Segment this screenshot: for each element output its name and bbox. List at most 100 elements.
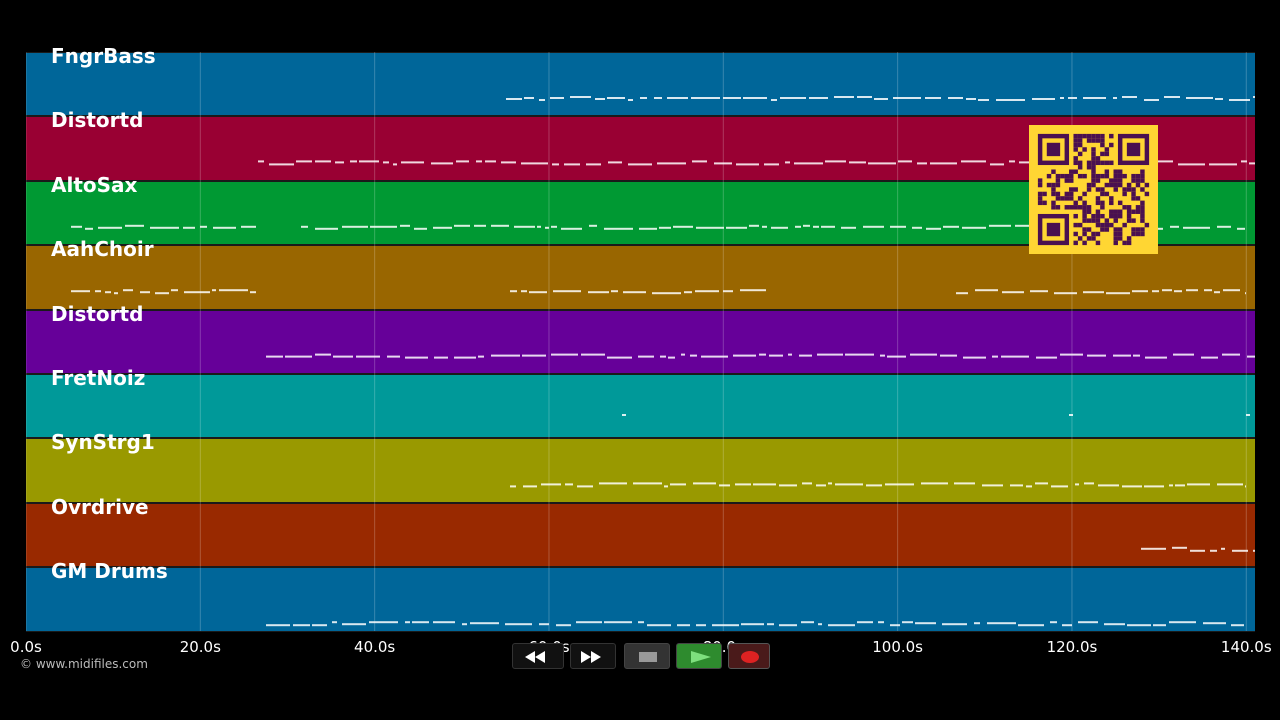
qr-module bbox=[1086, 138, 1092, 143]
note bbox=[301, 225, 308, 228]
qr-module bbox=[1042, 191, 1047, 197]
track-name: FngrBass bbox=[51, 44, 156, 68]
qr-module bbox=[1117, 227, 1123, 232]
note bbox=[1157, 160, 1173, 163]
note bbox=[740, 289, 766, 292]
note bbox=[155, 292, 169, 295]
note bbox=[990, 163, 1004, 166]
fast-forward-button[interactable] bbox=[570, 643, 616, 669]
note bbox=[818, 623, 822, 626]
note bbox=[1098, 484, 1119, 487]
note bbox=[849, 161, 866, 164]
qr-module bbox=[1131, 231, 1136, 237]
note bbox=[802, 482, 812, 485]
note bbox=[474, 224, 486, 227]
note bbox=[1190, 549, 1205, 552]
qr-module bbox=[1082, 240, 1087, 246]
note bbox=[788, 353, 792, 356]
qr-module bbox=[1095, 218, 1101, 223]
note bbox=[809, 97, 828, 99]
qr-module bbox=[1104, 173, 1110, 179]
qr-module bbox=[1131, 178, 1136, 183]
qr-module bbox=[1117, 169, 1123, 174]
qr-module bbox=[1055, 173, 1061, 179]
record-button[interactable] bbox=[728, 643, 770, 669]
qr-module bbox=[1095, 138, 1101, 143]
qr-module bbox=[1113, 236, 1118, 241]
qr-module bbox=[1073, 147, 1078, 152]
note bbox=[1032, 98, 1055, 100]
qr-module bbox=[1135, 205, 1141, 210]
note bbox=[893, 97, 921, 99]
note bbox=[1209, 163, 1237, 166]
note bbox=[1083, 97, 1106, 99]
note bbox=[799, 354, 812, 357]
qr-module bbox=[1095, 200, 1101, 206]
qr-module bbox=[1095, 222, 1101, 228]
note bbox=[769, 354, 783, 357]
qr-module bbox=[1135, 182, 1141, 188]
note bbox=[780, 97, 806, 99]
note bbox=[767, 623, 774, 626]
transport-controls bbox=[512, 643, 772, 669]
note bbox=[921, 482, 948, 485]
play-icon bbox=[691, 651, 711, 663]
note bbox=[114, 292, 118, 295]
note bbox=[470, 622, 499, 625]
qr-module bbox=[1126, 187, 1132, 192]
note bbox=[890, 225, 906, 228]
note bbox=[1245, 485, 1246, 488]
qr-module bbox=[1100, 138, 1105, 143]
qr-module bbox=[1037, 182, 1043, 188]
note bbox=[1010, 484, 1023, 487]
note bbox=[880, 354, 885, 357]
note bbox=[333, 355, 353, 358]
note bbox=[125, 224, 144, 227]
qr-module bbox=[1082, 191, 1087, 197]
qr-module bbox=[1095, 196, 1101, 201]
note bbox=[1217, 483, 1243, 486]
note bbox=[974, 622, 980, 625]
qr-module bbox=[1055, 178, 1061, 183]
note bbox=[1253, 96, 1255, 98]
note bbox=[1026, 485, 1032, 488]
note bbox=[332, 621, 337, 624]
note bbox=[966, 98, 976, 100]
note bbox=[692, 160, 707, 163]
note bbox=[857, 621, 873, 624]
qr-module bbox=[1051, 191, 1056, 197]
note bbox=[1253, 549, 1255, 552]
qr-module bbox=[1051, 187, 1056, 192]
qr-module bbox=[1113, 231, 1118, 237]
note bbox=[954, 482, 975, 485]
qr-module bbox=[1104, 151, 1110, 157]
qr-module bbox=[1126, 218, 1132, 223]
qr-module bbox=[1131, 218, 1136, 223]
qr-module bbox=[1091, 213, 1096, 219]
time-tick-label: 20.0s bbox=[179, 638, 221, 656]
qr-module bbox=[1095, 240, 1101, 246]
qr-module bbox=[1122, 173, 1127, 179]
note bbox=[476, 160, 482, 163]
qr-module bbox=[1100, 160, 1105, 166]
qr-module bbox=[1073, 169, 1078, 174]
note bbox=[841, 226, 856, 229]
qr-module bbox=[1082, 147, 1087, 152]
track-lane: GM Drums bbox=[26, 559, 1255, 632]
stop-button[interactable] bbox=[624, 643, 670, 669]
note bbox=[1164, 96, 1180, 98]
track-name: AahChoir bbox=[51, 237, 154, 262]
note bbox=[552, 163, 559, 166]
qr-module bbox=[1082, 231, 1087, 237]
note bbox=[915, 622, 936, 625]
qr-module bbox=[1073, 200, 1078, 206]
qr-module bbox=[1055, 182, 1061, 188]
qr-module bbox=[1077, 236, 1083, 241]
record-icon bbox=[741, 651, 759, 663]
note bbox=[1087, 354, 1106, 357]
play-button[interactable] bbox=[676, 643, 722, 669]
note bbox=[948, 97, 963, 99]
rewind-button[interactable] bbox=[512, 643, 564, 669]
note bbox=[183, 226, 195, 229]
note bbox=[942, 623, 967, 626]
